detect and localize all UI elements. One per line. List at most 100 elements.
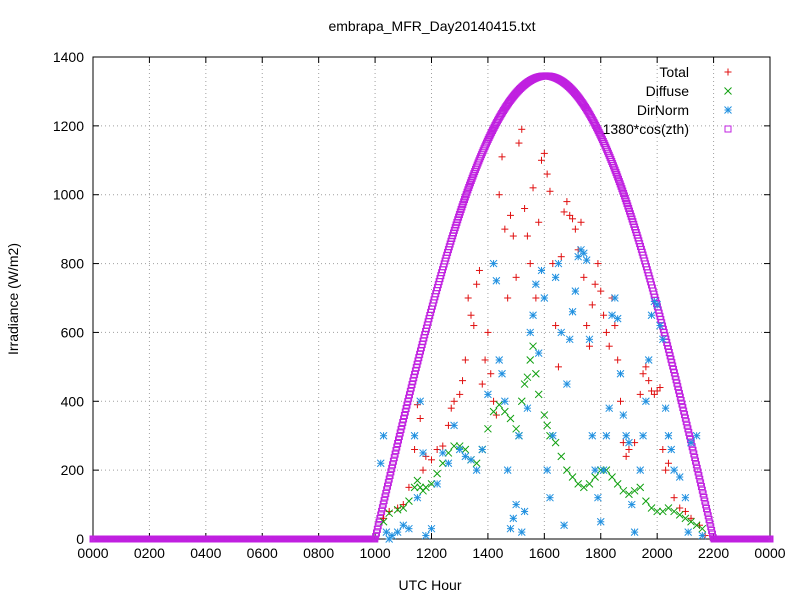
dirnorm-point	[393, 528, 402, 536]
dirnorm-point	[644, 356, 653, 364]
diffuse-point	[551, 438, 560, 447]
diffuse-point	[585, 480, 594, 488]
total-point	[540, 149, 548, 157]
dirnorm-point	[506, 524, 515, 533]
total-point	[447, 404, 455, 412]
total-point	[475, 266, 483, 274]
cos-zth-point	[397, 425, 405, 433]
total-point	[484, 328, 492, 336]
y-tick-label: 0	[76, 531, 84, 547]
y-tick-label: 1400	[53, 49, 84, 65]
total-point	[481, 356, 489, 364]
dirnorm-point	[611, 294, 619, 302]
cos-zth-point	[469, 172, 477, 180]
diffuse-point	[698, 524, 707, 533]
cos-zth-point	[611, 166, 619, 174]
cos-zth-point	[698, 486, 706, 494]
chart-title: embrapa_MFR_Day20140415.txt	[328, 18, 535, 34]
series-total	[380, 125, 709, 540]
cos-zth-point	[390, 454, 398, 462]
x-tick-label: 2000	[642, 545, 673, 561]
x-tick-label: 0000	[754, 545, 785, 561]
dirnorm-point	[661, 404, 670, 413]
cos-zth-point	[703, 508, 711, 516]
dirnorm-point	[419, 449, 427, 457]
total-point	[380, 514, 388, 522]
diffuse-point	[410, 483, 419, 492]
cos-zth-point	[460, 198, 468, 206]
dirnorm-point	[413, 493, 422, 502]
dirnorm-point	[498, 369, 506, 378]
total-point	[529, 184, 537, 192]
diffuse-point	[568, 473, 577, 481]
x-tick-label: 1800	[585, 545, 616, 561]
dirnorm-point	[503, 466, 512, 474]
diffuse-point	[444, 449, 453, 457]
diffuse-point	[534, 390, 543, 399]
cos-zth-point	[375, 518, 383, 526]
x-tick-label: 1400	[472, 545, 503, 561]
cos-zth-point	[383, 486, 391, 494]
dirnorm-point	[656, 321, 664, 330]
diffuse-point	[523, 373, 532, 382]
cos-zth-point	[619, 187, 627, 195]
total-point	[670, 494, 678, 502]
total-point	[597, 287, 605, 295]
dirnorm-point	[405, 524, 413, 533]
total-point	[495, 191, 503, 199]
dirnorm-point	[551, 273, 560, 282]
diffuse-point	[385, 509, 394, 518]
total-point	[385, 507, 393, 515]
x-tick-label: 0200	[134, 545, 165, 561]
dirnorm-point	[484, 390, 492, 399]
total-point	[501, 225, 509, 233]
cos-zth-point	[378, 507, 386, 515]
dirnorm-point	[675, 473, 684, 481]
cos-zth-point	[615, 175, 623, 183]
dirnorm-point	[670, 466, 678, 474]
diffuse-point	[563, 466, 571, 474]
dirnorm-point	[500, 397, 509, 406]
diffuse-point	[540, 411, 549, 419]
dirnorm-point	[658, 335, 667, 344]
diffuse-point	[608, 473, 616, 481]
diffuse-point	[526, 356, 535, 364]
dirnorm-point	[489, 259, 498, 268]
total-point	[580, 273, 588, 281]
x-axis-label: UTC Hour	[398, 577, 461, 593]
dirnorm-point	[523, 404, 532, 413]
total-point	[625, 445, 633, 453]
cos-zth-point	[396, 429, 404, 437]
dirnorm-point	[438, 449, 447, 457]
y-tick-label: 600	[61, 324, 85, 340]
cos-zth-point	[461, 195, 469, 203]
dirnorm-point	[444, 459, 453, 468]
diffuse-point	[422, 483, 430, 492]
cos-zth-point	[394, 440, 402, 448]
cos-zth-point	[617, 182, 625, 190]
dirnorm-point	[410, 431, 419, 440]
total-point	[552, 322, 560, 330]
diffuse-point	[636, 483, 645, 492]
y-tick-label: 1200	[53, 118, 84, 134]
dirnorm-point	[565, 335, 574, 344]
legend-marker	[724, 87, 732, 95]
diffuse-point	[647, 504, 656, 512]
total-point	[419, 466, 427, 474]
dirnorm-point	[594, 493, 602, 502]
cos-zth-point	[683, 421, 691, 429]
cos-zth-point	[393, 443, 401, 451]
total-point	[394, 504, 402, 512]
dirnorm-point	[585, 335, 594, 344]
diffuse-point	[512, 424, 520, 433]
total-point	[512, 273, 520, 281]
cos-zth-point	[387, 468, 395, 476]
dirnorm-point	[512, 500, 520, 509]
diffuse-point	[557, 452, 566, 461]
total-point	[464, 294, 472, 302]
cos-zth-point	[461, 193, 469, 201]
dirnorm-point	[698, 531, 707, 540]
dirnorm-point	[422, 531, 430, 540]
cos-zth-point	[693, 464, 701, 472]
